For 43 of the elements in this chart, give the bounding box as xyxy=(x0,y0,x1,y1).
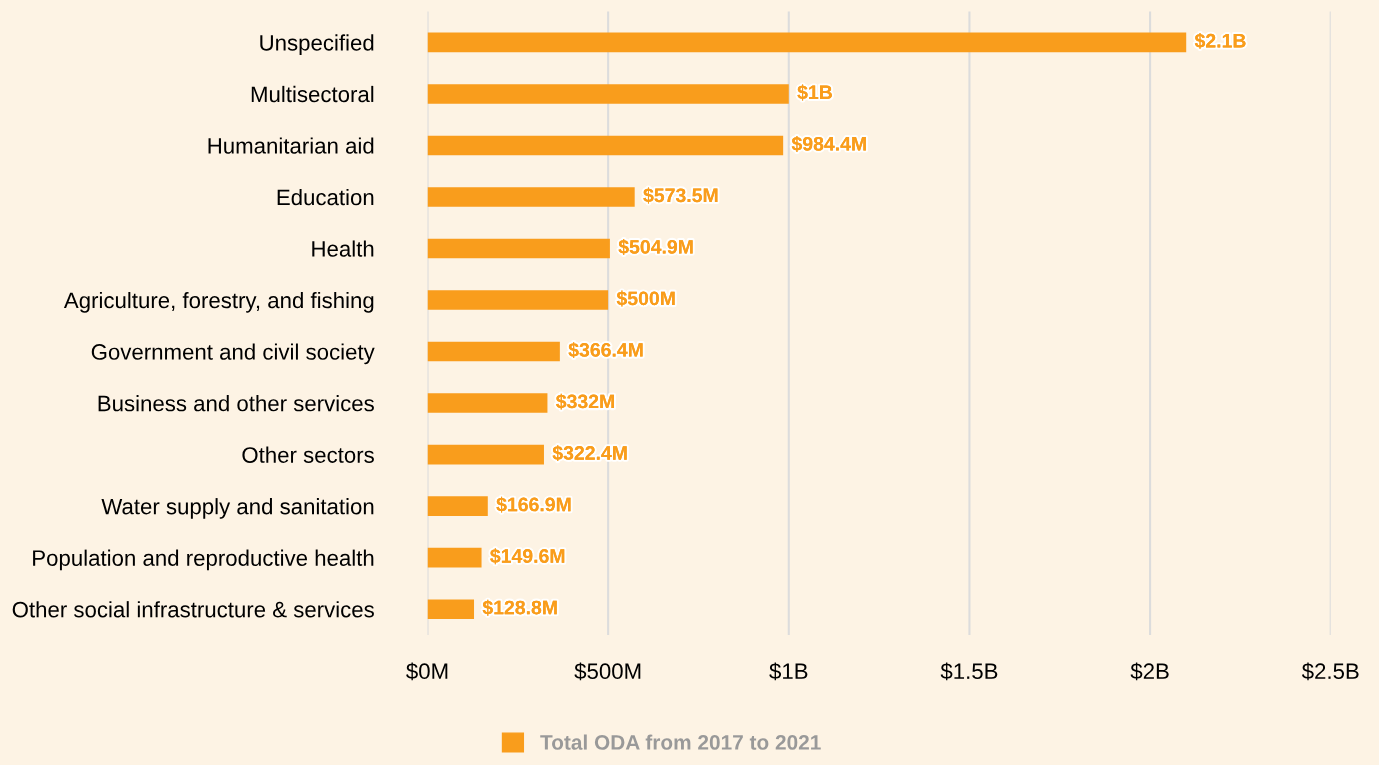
x-tick-label: $500M xyxy=(574,662,641,681)
y-tick-label: Education xyxy=(277,188,374,206)
bar xyxy=(427,187,635,207)
x-tick-label: $1.5B xyxy=(940,662,998,681)
bar xyxy=(427,393,548,413)
bar xyxy=(427,238,610,259)
x-tick-label: $1B xyxy=(769,662,808,681)
y-tick-label: Government and civil society xyxy=(91,343,375,365)
bar xyxy=(427,290,609,310)
y-tick-label: Business and other services xyxy=(98,395,374,412)
y-tick-label: Multisectoral xyxy=(251,85,374,103)
data-label: $366.4M xyxy=(568,342,643,359)
bar xyxy=(427,496,488,516)
y-tick-label: Other social infrastructure & services xyxy=(12,601,374,618)
data-label: $984.4M xyxy=(791,136,866,152)
bar xyxy=(427,547,482,568)
y-tick-label: Humanitarian aid xyxy=(208,137,374,154)
x-tick-label: $2.5B xyxy=(1301,662,1359,681)
x-tick-label: $0M xyxy=(406,662,448,681)
data-label: $573.5M xyxy=(643,187,718,204)
bar xyxy=(427,135,784,156)
bar xyxy=(427,84,789,104)
data-label: $504.9M xyxy=(618,239,693,255)
data-label: $2.1B xyxy=(1194,32,1246,49)
bar xyxy=(427,32,1187,53)
y-tick-label: Health xyxy=(312,240,374,257)
data-label: $128.8M xyxy=(482,599,557,616)
y-tick-label: Agriculture, forestry, and fishing xyxy=(63,291,374,313)
data-label: $149.6M xyxy=(490,548,565,565)
y-tick-label: Unspecified xyxy=(260,34,374,56)
data-label: $166.9M xyxy=(496,496,571,513)
data-label: $332M xyxy=(556,393,614,410)
data-label: $1B xyxy=(797,84,832,101)
bar xyxy=(427,444,544,465)
bar xyxy=(427,599,475,619)
bar xyxy=(427,341,560,362)
x-tick-label: $2B xyxy=(1130,662,1169,681)
y-tick-label: Water supply and sanitation xyxy=(101,498,374,519)
data-label: $322.4M xyxy=(552,445,627,462)
y-tick-label: Population and reproductive health xyxy=(33,549,374,571)
y-tick-label: Other sectors xyxy=(242,446,374,463)
legend-label: Total ODA from 2017 to 2021 xyxy=(540,734,821,750)
data-label: $500M xyxy=(616,290,675,307)
